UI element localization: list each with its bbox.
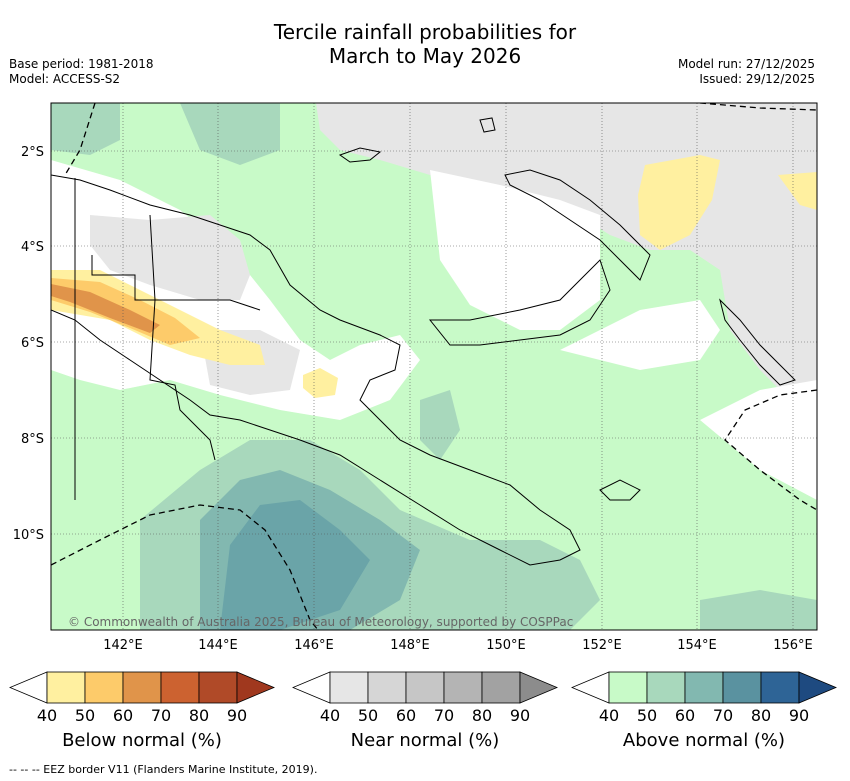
colorbar-segment — [160, 671, 200, 704]
map-frame — [50, 102, 818, 631]
meta-right: Model run: 27/12/2025 Issued: 29/12/2025 — [678, 57, 815, 87]
lon-label: 146°E — [294, 638, 334, 653]
model-run: Model run: 27/12/2025 — [677, 57, 815, 71]
colorbar-title: Below normal (%) — [62, 730, 222, 751]
lon-label: 142°E — [103, 638, 143, 653]
colorbar-max-extend — [798, 671, 837, 704]
above-70-south — [220, 500, 370, 630]
lon-label: 150°E — [486, 638, 526, 653]
colorbar-segment — [760, 671, 800, 704]
colorbar-segment — [329, 671, 369, 704]
below-40-central — [303, 368, 338, 398]
colorbar-tick-label: 70 — [433, 706, 455, 725]
colorbar-segment — [646, 671, 686, 704]
colorbar-tick-label: 50 — [636, 706, 658, 725]
colorbar-tick-label: 70 — [150, 706, 172, 725]
colorbar-segment — [443, 671, 483, 704]
below-60-band — [51, 284, 160, 333]
above-50-central — [420, 390, 460, 460]
lon-label: 144°E — [198, 638, 238, 653]
colorbar-segment — [405, 671, 445, 704]
colorbar-title: Above normal (%) — [622, 730, 786, 751]
above-50-nw — [51, 103, 120, 155]
colorbar-tick-label: 60 — [674, 706, 696, 725]
colorbar-min-extend — [292, 671, 331, 704]
base-period: Base period: 1981-2018 — [9, 57, 154, 71]
below-40-ne — [638, 155, 720, 250]
colorbar-min-extend — [9, 671, 48, 704]
colorbar-tick-label: 60 — [112, 706, 134, 725]
colorbar-tick-label: 90 — [788, 706, 810, 725]
map-field: © Commonwealth of Australia 2025, Bureau… — [51, 103, 817, 630]
colorbar-segment — [84, 671, 124, 704]
colorbar-segment — [122, 671, 162, 704]
colorbar-segment — [481, 671, 521, 704]
colorbar-title: Near normal (%) — [350, 730, 500, 751]
near-normal-region-w — [90, 215, 250, 300]
lat-label: 8°S — [21, 432, 44, 447]
colorbar-tick-label: 50 — [74, 706, 96, 725]
title-line-2: March to May 2026 — [328, 44, 522, 68]
colorbar-tick-label: 40 — [598, 706, 620, 725]
graticule — [51, 103, 817, 630]
colorbar-segment — [722, 671, 762, 704]
colorbar-2 — [292, 671, 558, 704]
white-region-mid-east — [560, 300, 720, 370]
lon-label: 152°E — [582, 638, 622, 653]
colorbar-tick-label: 40 — [36, 706, 58, 725]
lat-label: 4°S — [21, 240, 44, 255]
lon-label: 154°E — [677, 638, 717, 653]
lat-axis: 2°S 4°S 6°S 8°S 10°S — [13, 145, 44, 543]
colorbar-tick-label: 70 — [712, 706, 734, 725]
below-40-east — [778, 172, 817, 210]
colorbar-segment — [46, 671, 86, 704]
colorbar-3 — [571, 671, 837, 704]
country-border — [74, 178, 261, 500]
eez-footnote: -- -- -- EEZ border V11 (Flanders Marine… — [9, 763, 318, 776]
lon-label: 148°E — [390, 638, 430, 653]
above-50-n — [180, 103, 280, 165]
forecast-map: © Commonwealth of Australia 2025, Bureau… — [13, 102, 818, 653]
model-name: Model: ACCESS-S2 — [9, 72, 121, 86]
lat-label: 6°S — [21, 336, 44, 351]
colorbar-1 — [9, 671, 275, 704]
colorbar-tick-label: 90 — [226, 706, 248, 725]
copyright-text: © Commonwealth of Australia 2025, Bureau… — [68, 615, 573, 629]
colorbar-max-extend — [236, 671, 275, 704]
lon-label: 156°E — [773, 638, 813, 653]
lon-axis: 142°E 144°E 146°E 148°E 150°E 152°E 154°… — [103, 638, 813, 653]
colorbar-tick-label: 40 — [319, 706, 341, 725]
meta-left: Base period: 1981-2018 Model: ACCESS-S2 — [9, 57, 154, 87]
title-line-1: Tercile rainfall probabilities for — [273, 20, 577, 44]
colorbar-tick-label: 50 — [357, 706, 379, 725]
above-50-se — [700, 590, 817, 630]
issued-date: Issued: 29/12/2025 — [699, 72, 815, 86]
white-region-se — [700, 380, 817, 500]
lat-label: 10°S — [13, 528, 44, 543]
lat-label: 2°S — [21, 145, 44, 160]
colorbar-max-extend — [519, 671, 558, 704]
colorbar-segment — [684, 671, 724, 704]
colorbar-tick-label: 80 — [471, 706, 493, 725]
colorbar-min-extend — [571, 671, 610, 704]
colorbar-segment — [367, 671, 407, 704]
colorbar-tick-label: 80 — [188, 706, 210, 725]
page-title: Tercile rainfall probabilities for March… — [0, 20, 850, 68]
colorbar-tick-label: 90 — [509, 706, 531, 725]
colorbar-tick-label: 80 — [750, 706, 772, 725]
white-region-centre — [430, 170, 600, 330]
colorbar-tick-label: 60 — [395, 706, 417, 725]
colorbar-segment — [608, 671, 648, 704]
colorbar-segment — [198, 671, 238, 704]
eez-border — [51, 103, 817, 630]
coastlines — [51, 117, 796, 566]
